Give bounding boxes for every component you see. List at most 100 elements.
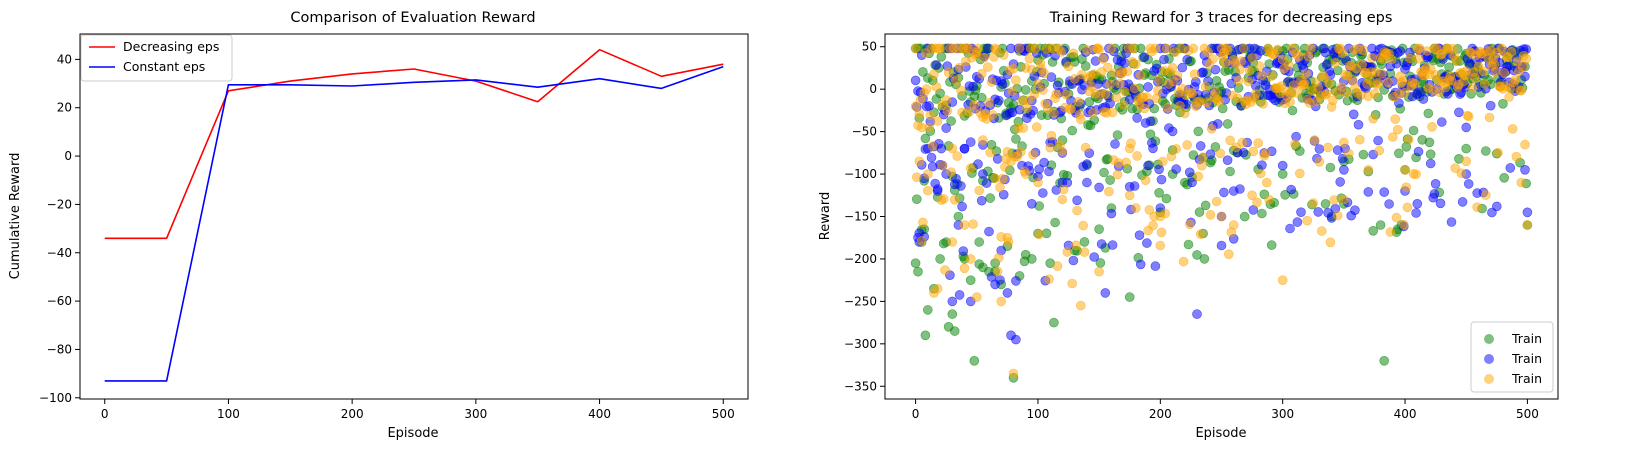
scatter-point-blue xyxy=(951,173,961,184)
scatter-point-blue xyxy=(1430,179,1441,189)
scatter-point-blue xyxy=(956,181,966,191)
right-y-tick-label: −100 xyxy=(844,167,877,181)
scatter-point-green xyxy=(1425,149,1436,159)
scatter-point-green xyxy=(1094,224,1104,234)
scatter-point-green xyxy=(1099,167,1109,178)
scatter-point-orange xyxy=(1522,220,1533,230)
scatter-point-orange xyxy=(1139,103,1150,114)
scatter-point-orange xyxy=(911,172,922,182)
scatter-point-blue xyxy=(1145,116,1156,127)
scatter-point-orange xyxy=(1206,124,1217,134)
scatter-point-orange xyxy=(1506,46,1517,57)
scatter-point-orange xyxy=(1039,68,1049,79)
scatter-point-orange xyxy=(1253,138,1263,148)
scatter-point-blue xyxy=(1373,135,1383,146)
left-chart-title: Comparison of Evaluation Reward xyxy=(290,10,535,26)
scatter-point-orange xyxy=(1098,54,1108,64)
scatter-point-orange xyxy=(1002,147,1013,157)
scatter-point-green xyxy=(1239,211,1250,222)
scatter-point-orange xyxy=(1205,210,1216,220)
scatter-point-orange xyxy=(1151,93,1162,104)
scatter-point-orange xyxy=(1129,83,1140,94)
scatter-point-orange xyxy=(1367,53,1377,63)
scatter-point-orange xyxy=(1184,219,1195,230)
left-y-tick-label: −40 xyxy=(47,246,72,260)
scatter-point-green xyxy=(1379,355,1389,366)
scatter-point-blue xyxy=(1285,223,1295,234)
left-legend: Decreasing eps Constant eps xyxy=(80,34,233,82)
right-x-tick-label: 500 xyxy=(1516,407,1539,421)
scatter-point-orange xyxy=(1155,211,1166,222)
scatter-point-orange xyxy=(1507,124,1518,134)
scatter-point-orange xyxy=(1413,53,1424,64)
scatter-point-orange xyxy=(1358,45,1369,56)
legend-label-decreasing: Decreasing eps xyxy=(123,39,219,54)
scatter-point-orange xyxy=(1337,48,1348,59)
scatter-point-orange xyxy=(1405,53,1415,64)
left-y-ticks: −100 −80 −60 −40 −20 0 20 40 xyxy=(39,52,80,405)
scatter-point-orange xyxy=(1368,113,1378,124)
scatter-point-blue xyxy=(1461,122,1471,133)
left-legend-box xyxy=(80,34,233,82)
scatter-point-orange xyxy=(1056,47,1066,57)
scatter-point-orange xyxy=(1292,88,1303,98)
scatter-point-orange xyxy=(1058,184,1069,195)
scatter-point-blue xyxy=(1337,153,1348,164)
scatter-point-orange xyxy=(1167,63,1178,73)
left-y-tick-label: 40 xyxy=(57,52,72,66)
scatter-point-orange xyxy=(1266,71,1277,81)
right-plot: Training Reward for 3 traces for decreas… xyxy=(818,10,1559,441)
scatter-point-orange xyxy=(1155,240,1166,251)
scatter-point-green xyxy=(1183,239,1194,250)
scatter-point-green xyxy=(953,211,964,222)
scatter-point-orange xyxy=(1262,177,1272,188)
scatter-point-orange xyxy=(1496,43,1507,54)
right-y-ticks: −350 −300 −250 −200 −150 −100 −50 0 50 xyxy=(844,40,885,393)
scatter-point-orange xyxy=(1211,196,1222,207)
scatter-point-orange xyxy=(1386,54,1397,65)
scatter-point-orange xyxy=(1293,51,1304,62)
scatter-point-orange xyxy=(1094,266,1104,277)
scatter-point-green xyxy=(920,133,931,144)
scatter-point-orange xyxy=(1520,139,1530,150)
scatter-point-orange xyxy=(1073,97,1084,107)
scatter-point-orange xyxy=(1107,107,1118,118)
scatter-point-orange xyxy=(1015,147,1026,157)
scatter-point-orange xyxy=(937,160,948,171)
scatter-point-orange xyxy=(1045,142,1055,153)
scatter-point-orange xyxy=(910,43,921,54)
scatter-point-orange xyxy=(1200,82,1211,92)
scatter-point-orange xyxy=(1323,142,1333,153)
scatter-point-orange xyxy=(952,151,963,161)
scatter-point-orange xyxy=(1499,68,1509,78)
scatter-point-orange xyxy=(1228,220,1239,230)
left-x-tick-label: 0 xyxy=(101,407,109,421)
scatter-point-blue xyxy=(1339,165,1349,175)
scatter-point-orange xyxy=(1511,151,1522,162)
scatter-point-orange xyxy=(1392,124,1403,135)
scatter-point-orange xyxy=(1400,165,1410,175)
scatter-point-orange xyxy=(1339,137,1349,148)
scatter-point-green xyxy=(1020,85,1031,95)
scatter-point-orange xyxy=(927,141,938,151)
scatter-point-orange xyxy=(1198,152,1208,162)
scatter-point-orange xyxy=(1031,122,1042,132)
scatter-point-blue xyxy=(984,226,994,237)
scatter-point-blue xyxy=(1171,164,1181,174)
scatter-point-blue xyxy=(1156,174,1167,185)
scatter-point-orange xyxy=(1028,149,1038,160)
scatter-point-blue xyxy=(1100,288,1111,298)
scatter-point-orange xyxy=(1481,190,1491,200)
scatter-point-orange xyxy=(1122,66,1133,77)
scatter-point-blue xyxy=(1411,208,1421,218)
scatter-point-orange xyxy=(942,106,953,116)
right-x-tick-label: 200 xyxy=(1149,407,1172,421)
scatter-point-orange xyxy=(941,95,952,105)
scatter-point-orange xyxy=(1427,122,1437,132)
scatter-point-blue xyxy=(1150,261,1161,271)
scatter-point-orange xyxy=(1295,168,1305,179)
right-y-tick-label: −50 xyxy=(852,125,877,139)
scatter-point-orange xyxy=(1235,64,1245,75)
legend-swatch-train-orange xyxy=(1484,374,1494,384)
scatter-point-green xyxy=(946,116,956,126)
